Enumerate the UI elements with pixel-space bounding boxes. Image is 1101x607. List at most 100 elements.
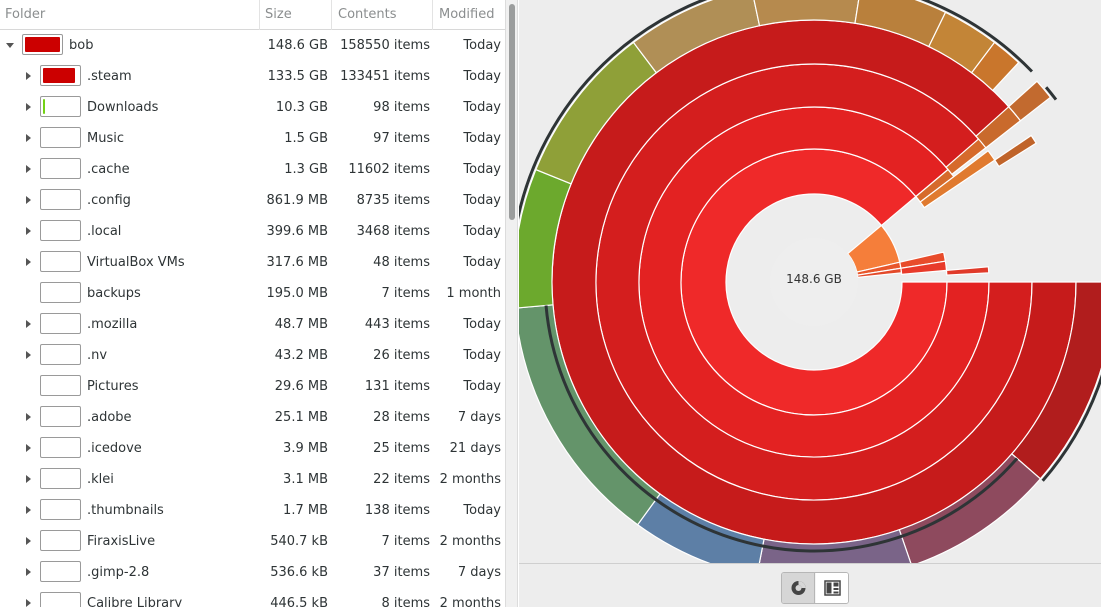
folder-modified: Today [463, 162, 501, 177]
expand-arrow-icon [22, 371, 36, 402]
small-folder-wedge[interactable] [900, 260, 948, 275]
column-header-size[interactable]: Size [260, 0, 332, 30]
usage-bar-fill [43, 99, 46, 114]
level-edge-arc [544, 305, 1019, 553]
folder-row[interactable]: .gimp-2.8 536.6 kB 37 items 7 days [0, 557, 505, 588]
folder-contents: 443 items [364, 317, 430, 332]
expand-arrow-icon[interactable] [22, 464, 36, 495]
folder-row[interactable]: Downloads 10.3 GB 98 items Today [0, 92, 505, 123]
expand-arrow-icon[interactable] [22, 526, 36, 557]
folder-modified: Today [463, 348, 501, 363]
scrollbar-thumb[interactable] [509, 4, 515, 220]
folder-name: .gimp-2.8 [87, 565, 150, 580]
folder-row[interactable]: .mozilla 48.7 MB 443 items Today [0, 309, 505, 340]
expand-arrow-icon[interactable] [22, 402, 36, 433]
outer-edge-arc [1041, 374, 1101, 482]
folder-row[interactable]: Music 1.5 GB 97 items Today [0, 123, 505, 154]
folder-contents: 131 items [364, 379, 430, 394]
folder-name: .config [87, 193, 131, 208]
folder-row[interactable]: .klei 3.1 MB 22 items 2 months [0, 464, 505, 495]
column-header-modified[interactable]: Modified [439, 7, 495, 22]
folder-modified: 7 days [457, 410, 501, 425]
chart-view-switcher [781, 572, 849, 604]
folder-row[interactable]: .steam 133.5 GB 133451 items Today [0, 61, 505, 92]
outer-edge-arc [519, 0, 1034, 221]
small-folder-wedge[interactable] [993, 134, 1038, 168]
collapse-arrow-icon[interactable] [4, 30, 18, 61]
folder-row[interactable]: .local 399.6 MB 3468 items Today [0, 216, 505, 247]
folder-modified: Today [463, 224, 501, 239]
folder-row[interactable]: VirtualBox VMs 317.6 MB 48 items Today [0, 247, 505, 278]
rings-chart[interactable] [519, 0, 1101, 563]
folder-row[interactable]: .thumbnails 1.7 MB 138 items Today [0, 495, 505, 526]
folder-size: 133.5 GB [267, 69, 328, 84]
expand-arrow-icon[interactable] [22, 123, 36, 154]
usage-bar [40, 220, 81, 241]
folder-row[interactable]: FiraxisLive 540.7 kB 7 items 2 months [0, 526, 505, 557]
folder-size: 3.9 MB [283, 441, 328, 456]
folder-contents: 8 items [381, 596, 430, 607]
small-folder-wedge[interactable] [945, 266, 990, 276]
outer-edge-arc [1044, 86, 1058, 101]
usage-bar [40, 96, 81, 117]
folder-row[interactable]: .cache 1.3 GB 11602 items Today [0, 154, 505, 185]
expand-arrow-icon[interactable] [22, 247, 36, 278]
folder-row[interactable]: .adobe 25.1 MB 28 items 7 days [0, 402, 505, 433]
folder-row[interactable]: .icedove 3.9 MB 25 items 21 days [0, 433, 505, 464]
usage-bar [40, 592, 81, 607]
chart-toolbar [519, 563, 1101, 607]
folder-row[interactable]: bob 148.6 GB 158550 items Today [0, 30, 505, 61]
outer-ring-segment-11[interactable] [970, 41, 1020, 92]
folder-row[interactable]: .nv 43.2 MB 26 items Today [0, 340, 505, 371]
folder-contents: 48 items [373, 255, 430, 270]
folder-size: 148.6 GB [267, 38, 328, 53]
folder-size: 29.6 MB [274, 379, 328, 394]
expand-arrow-icon[interactable] [22, 433, 36, 464]
folder-size: 540.7 kB [270, 534, 328, 549]
small-folder-wedge[interactable] [919, 149, 996, 209]
usage-bar [40, 127, 81, 148]
folder-modified: Today [463, 69, 501, 84]
folder-tree-view: Folder Size Contents Modified bob 148.6 G… [0, 0, 505, 607]
folder-name: .mozilla [87, 317, 138, 332]
chart-center-circle[interactable] [770, 238, 858, 326]
expand-arrow-icon[interactable] [22, 216, 36, 247]
folder-row[interactable]: backups 195.0 MB 7 items 1 month [0, 278, 505, 309]
expand-arrow-icon[interactable] [22, 61, 36, 92]
folder-name: .klei [87, 472, 114, 487]
folder-contents: 98 items [373, 100, 430, 115]
column-header-folder[interactable]: Folder [0, 0, 260, 30]
folder-modified: 2 months [439, 596, 501, 607]
folder-name: Calibre Library [87, 596, 183, 607]
usage-bar [40, 499, 81, 520]
rings-chart-view-button[interactable] [782, 573, 815, 603]
expand-arrow-icon[interactable] [22, 588, 36, 607]
folder-size: 195.0 MB [266, 286, 328, 301]
expand-arrow-icon [22, 278, 36, 309]
expand-arrow-icon[interactable] [22, 557, 36, 588]
expand-arrow-icon[interactable] [22, 309, 36, 340]
folder-size: 1.5 GB [284, 131, 328, 146]
usage-bar [22, 34, 63, 55]
usage-bar [40, 468, 81, 489]
expand-arrow-icon[interactable] [22, 185, 36, 216]
usage-bar [40, 375, 81, 396]
folder-row[interactable]: Pictures 29.6 MB 131 items Today [0, 371, 505, 402]
usage-bar-fill [43, 68, 75, 83]
folder-size: 10.3 GB [275, 100, 328, 115]
folder-size: 861.9 MB [266, 193, 328, 208]
expand-arrow-icon[interactable] [22, 154, 36, 185]
expand-arrow-icon[interactable] [22, 495, 36, 526]
folder-row[interactable]: .config 861.9 MB 8735 items Today [0, 185, 505, 216]
folder-row[interactable]: Calibre Library 446.5 kB 8 items 2 months [0, 588, 505, 607]
folder-contents: 8735 items [356, 193, 430, 208]
expand-arrow-icon[interactable] [22, 340, 36, 371]
expand-arrow-icon[interactable] [22, 92, 36, 123]
folder-modified: 2 months [439, 534, 501, 549]
tree-scrollbar[interactable] [505, 0, 518, 607]
column-header-contents[interactable]: Contents [332, 0, 433, 30]
treemap-chart-view-button[interactable] [816, 573, 848, 603]
small-folder-wedge[interactable] [1007, 80, 1052, 122]
usage-bar [40, 158, 81, 179]
usage-bar [40, 189, 81, 210]
